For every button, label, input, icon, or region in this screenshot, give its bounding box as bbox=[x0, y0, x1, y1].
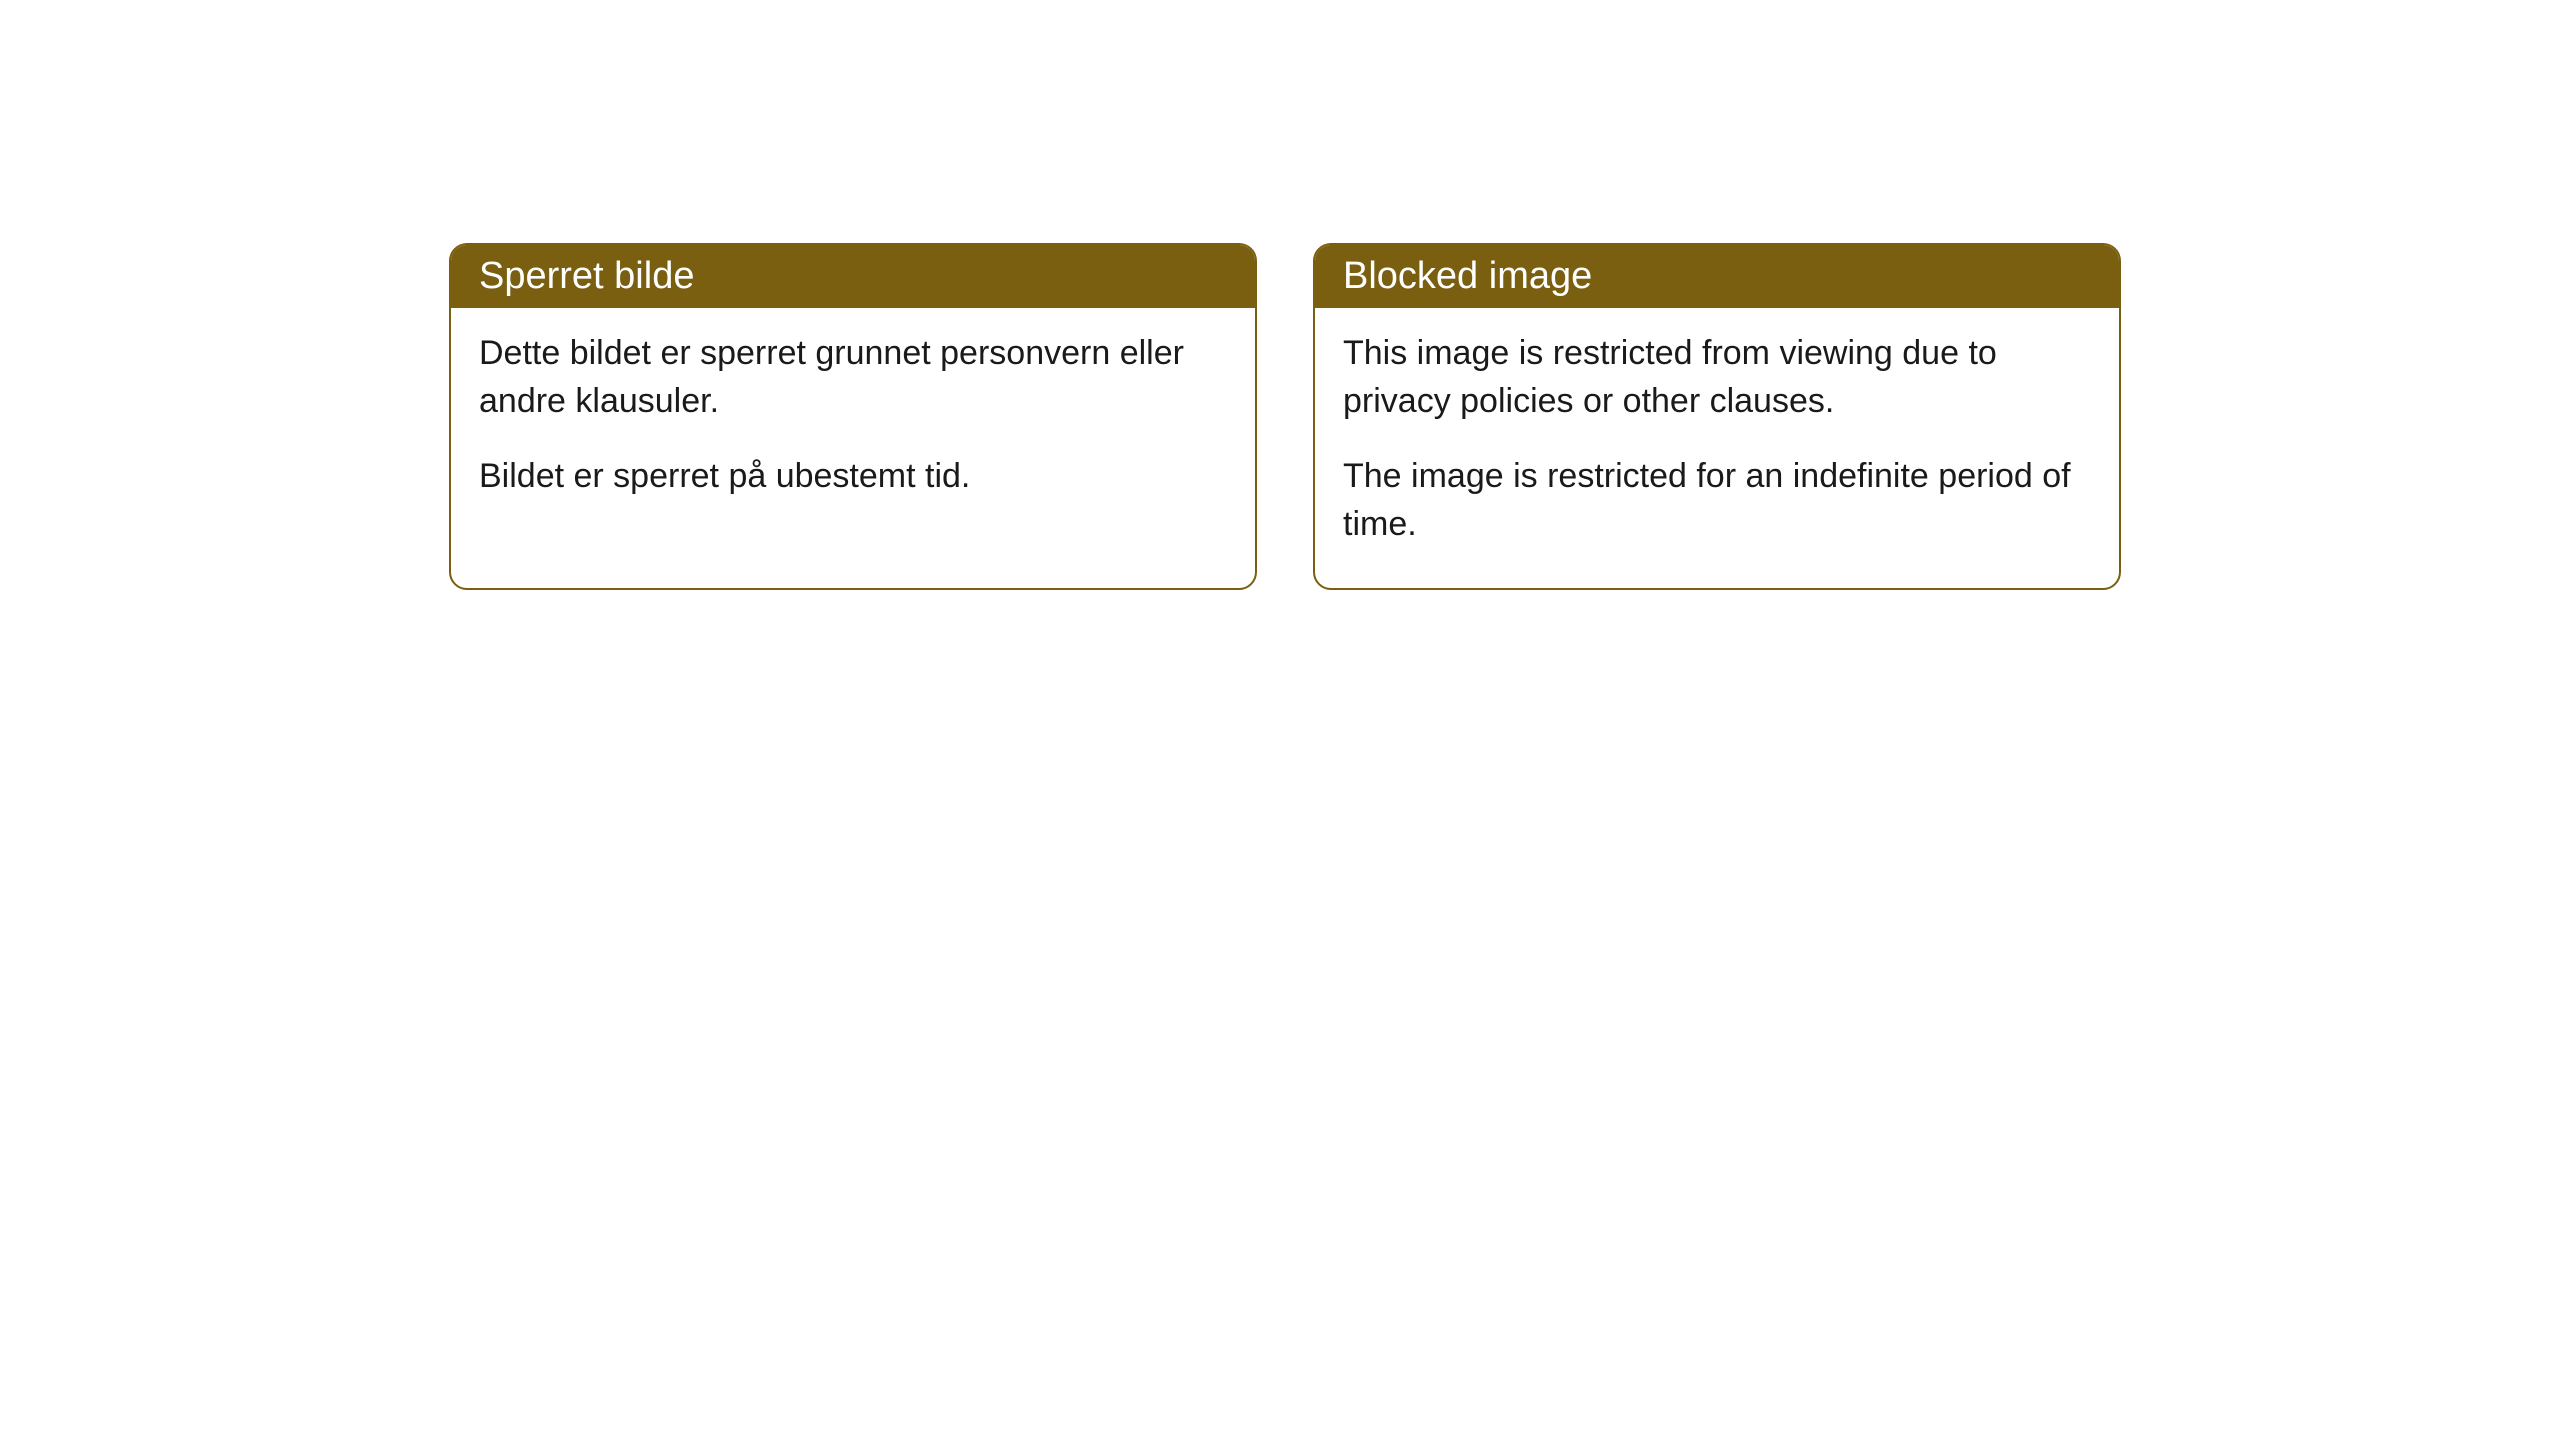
notice-card-english: Blocked image This image is restricted f… bbox=[1313, 243, 2121, 590]
notice-header-norwegian: Sperret bilde bbox=[451, 245, 1255, 308]
notice-paragraph-1: This image is restricted from viewing du… bbox=[1343, 330, 2091, 425]
notice-paragraph-1: Dette bildet er sperret grunnet personve… bbox=[479, 330, 1227, 425]
notice-card-norwegian: Sperret bilde Dette bildet er sperret gr… bbox=[449, 243, 1257, 590]
notice-paragraph-2: Bildet er sperret på ubestemt tid. bbox=[479, 453, 1227, 501]
notice-body-english: This image is restricted from viewing du… bbox=[1315, 308, 2119, 588]
notice-header-english: Blocked image bbox=[1315, 245, 2119, 308]
notice-container: Sperret bilde Dette bildet er sperret gr… bbox=[449, 243, 2121, 590]
notice-paragraph-2: The image is restricted for an indefinit… bbox=[1343, 453, 2091, 548]
notice-body-norwegian: Dette bildet er sperret grunnet personve… bbox=[451, 308, 1255, 541]
